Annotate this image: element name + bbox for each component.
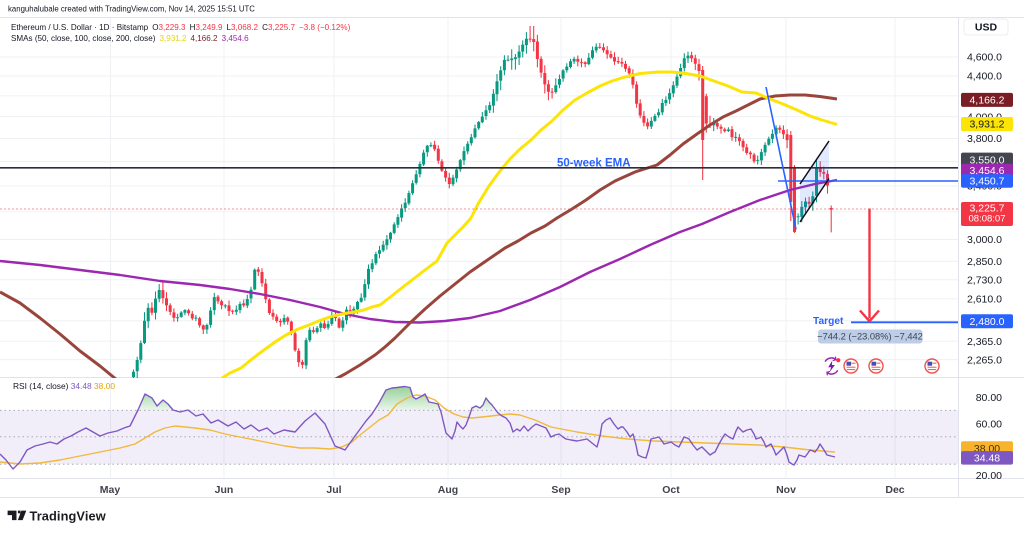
svg-text:2,610.0: 2,610.0 [967,294,1002,306]
svg-text:50-week EMA: 50-week EMA [557,158,631,170]
svg-text:SMAs (50, close, 100, close, 2: SMAs (50, close, 100, close, 200, close)… [11,34,249,43]
svg-text:4,400.0: 4,400.0 [967,71,1002,83]
svg-text:Target: Target [813,316,844,327]
svg-text:3,550.0: 3,550.0 [969,154,1004,166]
svg-text:2,730.0: 2,730.0 [967,274,1002,286]
svg-text:Oct: Oct [662,484,680,496]
svg-text:Dec: Dec [885,484,904,496]
svg-text:60.00: 60.00 [976,419,1002,431]
svg-text:May: May [100,484,121,496]
svg-text:USD: USD [975,22,998,34]
svg-text:kanguhalubale created with Tra: kanguhalubale created with TradingView.c… [8,5,255,14]
svg-text:Aug: Aug [438,484,458,496]
svg-text:3,000.0: 3,000.0 [967,234,1002,246]
svg-text:Ethereum / U.S. Dollar · 1D ·: Ethereum / U.S. Dollar · 1D · Bitstamp O… [11,23,351,32]
svg-text:4,166.2: 4,166.2 [969,95,1004,107]
svg-text:Jul: Jul [326,484,341,496]
svg-text:34.48: 34.48 [974,453,1000,465]
svg-text:2,265.0: 2,265.0 [967,354,1002,366]
svg-text:3,225.7: 3,225.7 [969,203,1004,215]
svg-text:3,800.0: 3,800.0 [967,133,1002,145]
svg-text:80.00: 80.00 [976,392,1002,404]
svg-text:2,480.0: 2,480.0 [969,316,1004,328]
svg-text:08:08:07: 08:08:07 [969,214,1006,225]
svg-text:2,850.0: 2,850.0 [967,256,1002,268]
svg-text:−744.2 (−23.08%) −7,442: −744.2 (−23.08%) −7,442 [817,332,923,342]
svg-text:4,600.0: 4,600.0 [967,52,1002,64]
svg-text:20.00: 20.00 [976,470,1002,482]
svg-text:3,931.2: 3,931.2 [969,119,1004,131]
svg-text:Sep: Sep [551,484,570,496]
svg-text:Nov: Nov [776,484,796,496]
svg-text:3,450.7: 3,450.7 [969,176,1004,188]
svg-text:Jun: Jun [215,484,234,496]
svg-text:TradingView: TradingView [30,509,106,524]
svg-text:2,365.0: 2,365.0 [967,336,1002,348]
svg-text:RSI (14, close) 34.48 38.00: RSI (14, close) 34.48 38.00 [13,381,115,391]
